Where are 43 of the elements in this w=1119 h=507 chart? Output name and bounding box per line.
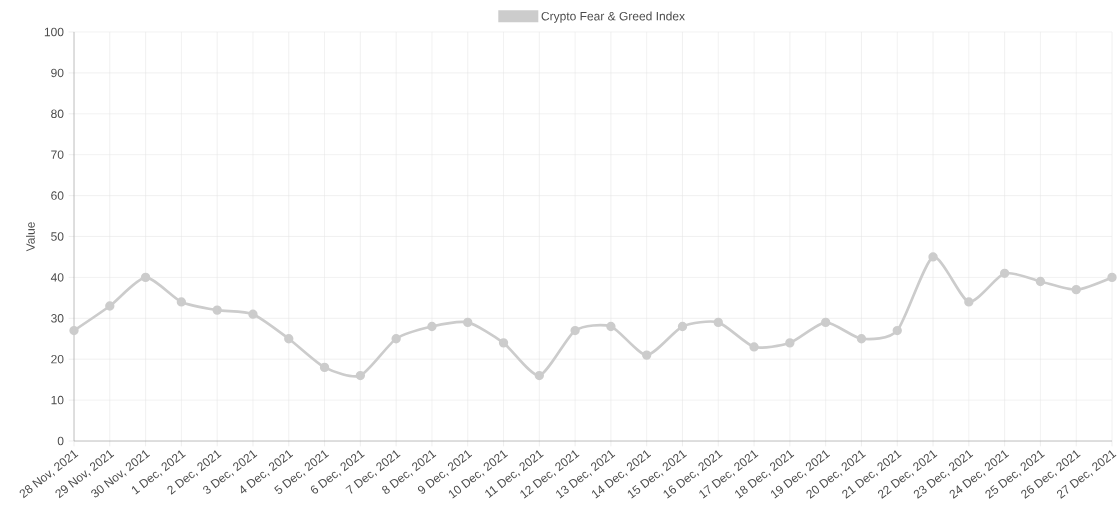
point: [534, 370, 544, 381]
legend-label: Crypto Fear & Greed Index: [541, 11, 685, 23]
point: [713, 317, 723, 328]
point: [69, 325, 79, 336]
y-tick-label: 20: [51, 354, 64, 364]
y-tick-label: 30: [51, 314, 64, 323]
point: [928, 252, 938, 262]
point: [606, 321, 616, 332]
point: [856, 334, 867, 344]
y-axis-title: Value: [25, 222, 35, 252]
point: [570, 325, 580, 336]
point: [964, 297, 974, 307]
point: [785, 338, 795, 348]
point: [463, 317, 473, 328]
point: [820, 317, 831, 328]
point: [677, 321, 688, 332]
point: [319, 362, 330, 373]
y-tick-label: 0: [57, 436, 64, 446]
point: [105, 301, 115, 311]
point: [391, 334, 401, 344]
y-tick-label: 90: [51, 68, 64, 78]
point: [355, 370, 366, 381]
y-tick-label: 10: [51, 395, 64, 405]
y-tick-label: 60: [51, 191, 64, 200]
point: [140, 272, 151, 283]
point: [212, 305, 222, 315]
y-tick-label: 40: [50, 273, 64, 282]
point: [749, 342, 759, 352]
point: [498, 338, 509, 348]
point: [284, 334, 294, 344]
point: [176, 297, 187, 307]
point: [892, 325, 902, 336]
point: [427, 321, 437, 332]
y-tick-label: 80: [51, 109, 64, 119]
point: [1035, 276, 1046, 287]
point: [999, 268, 1010, 278]
y-tick-label: 70: [51, 150, 64, 159]
point: [248, 309, 258, 319]
y-tick-label: 100: [44, 27, 64, 37]
point: [642, 350, 652, 360]
point: [1107, 272, 1117, 283]
point: [1071, 284, 1081, 295]
y-tick-label: 50: [51, 232, 64, 241]
